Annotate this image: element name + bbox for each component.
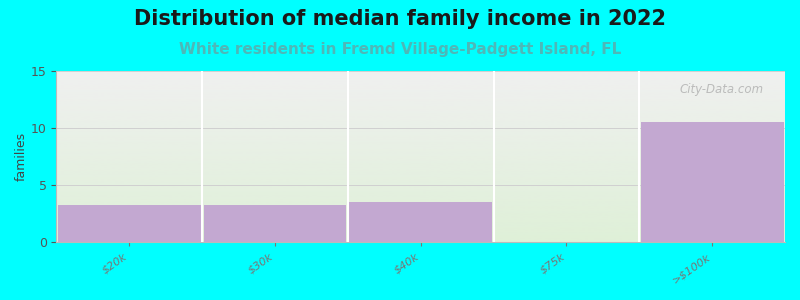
Bar	[350, 202, 492, 242]
Text: White residents in Fremd Village-Padgett Island, FL: White residents in Fremd Village-Padgett…	[179, 42, 621, 57]
Bar	[641, 122, 783, 242]
Y-axis label: families: families	[15, 132, 28, 181]
Text: Distribution of median family income in 2022: Distribution of median family income in …	[134, 9, 666, 29]
Bar	[203, 205, 346, 242]
Text: City-Data.com: City-Data.com	[679, 83, 763, 96]
Bar	[58, 205, 201, 242]
